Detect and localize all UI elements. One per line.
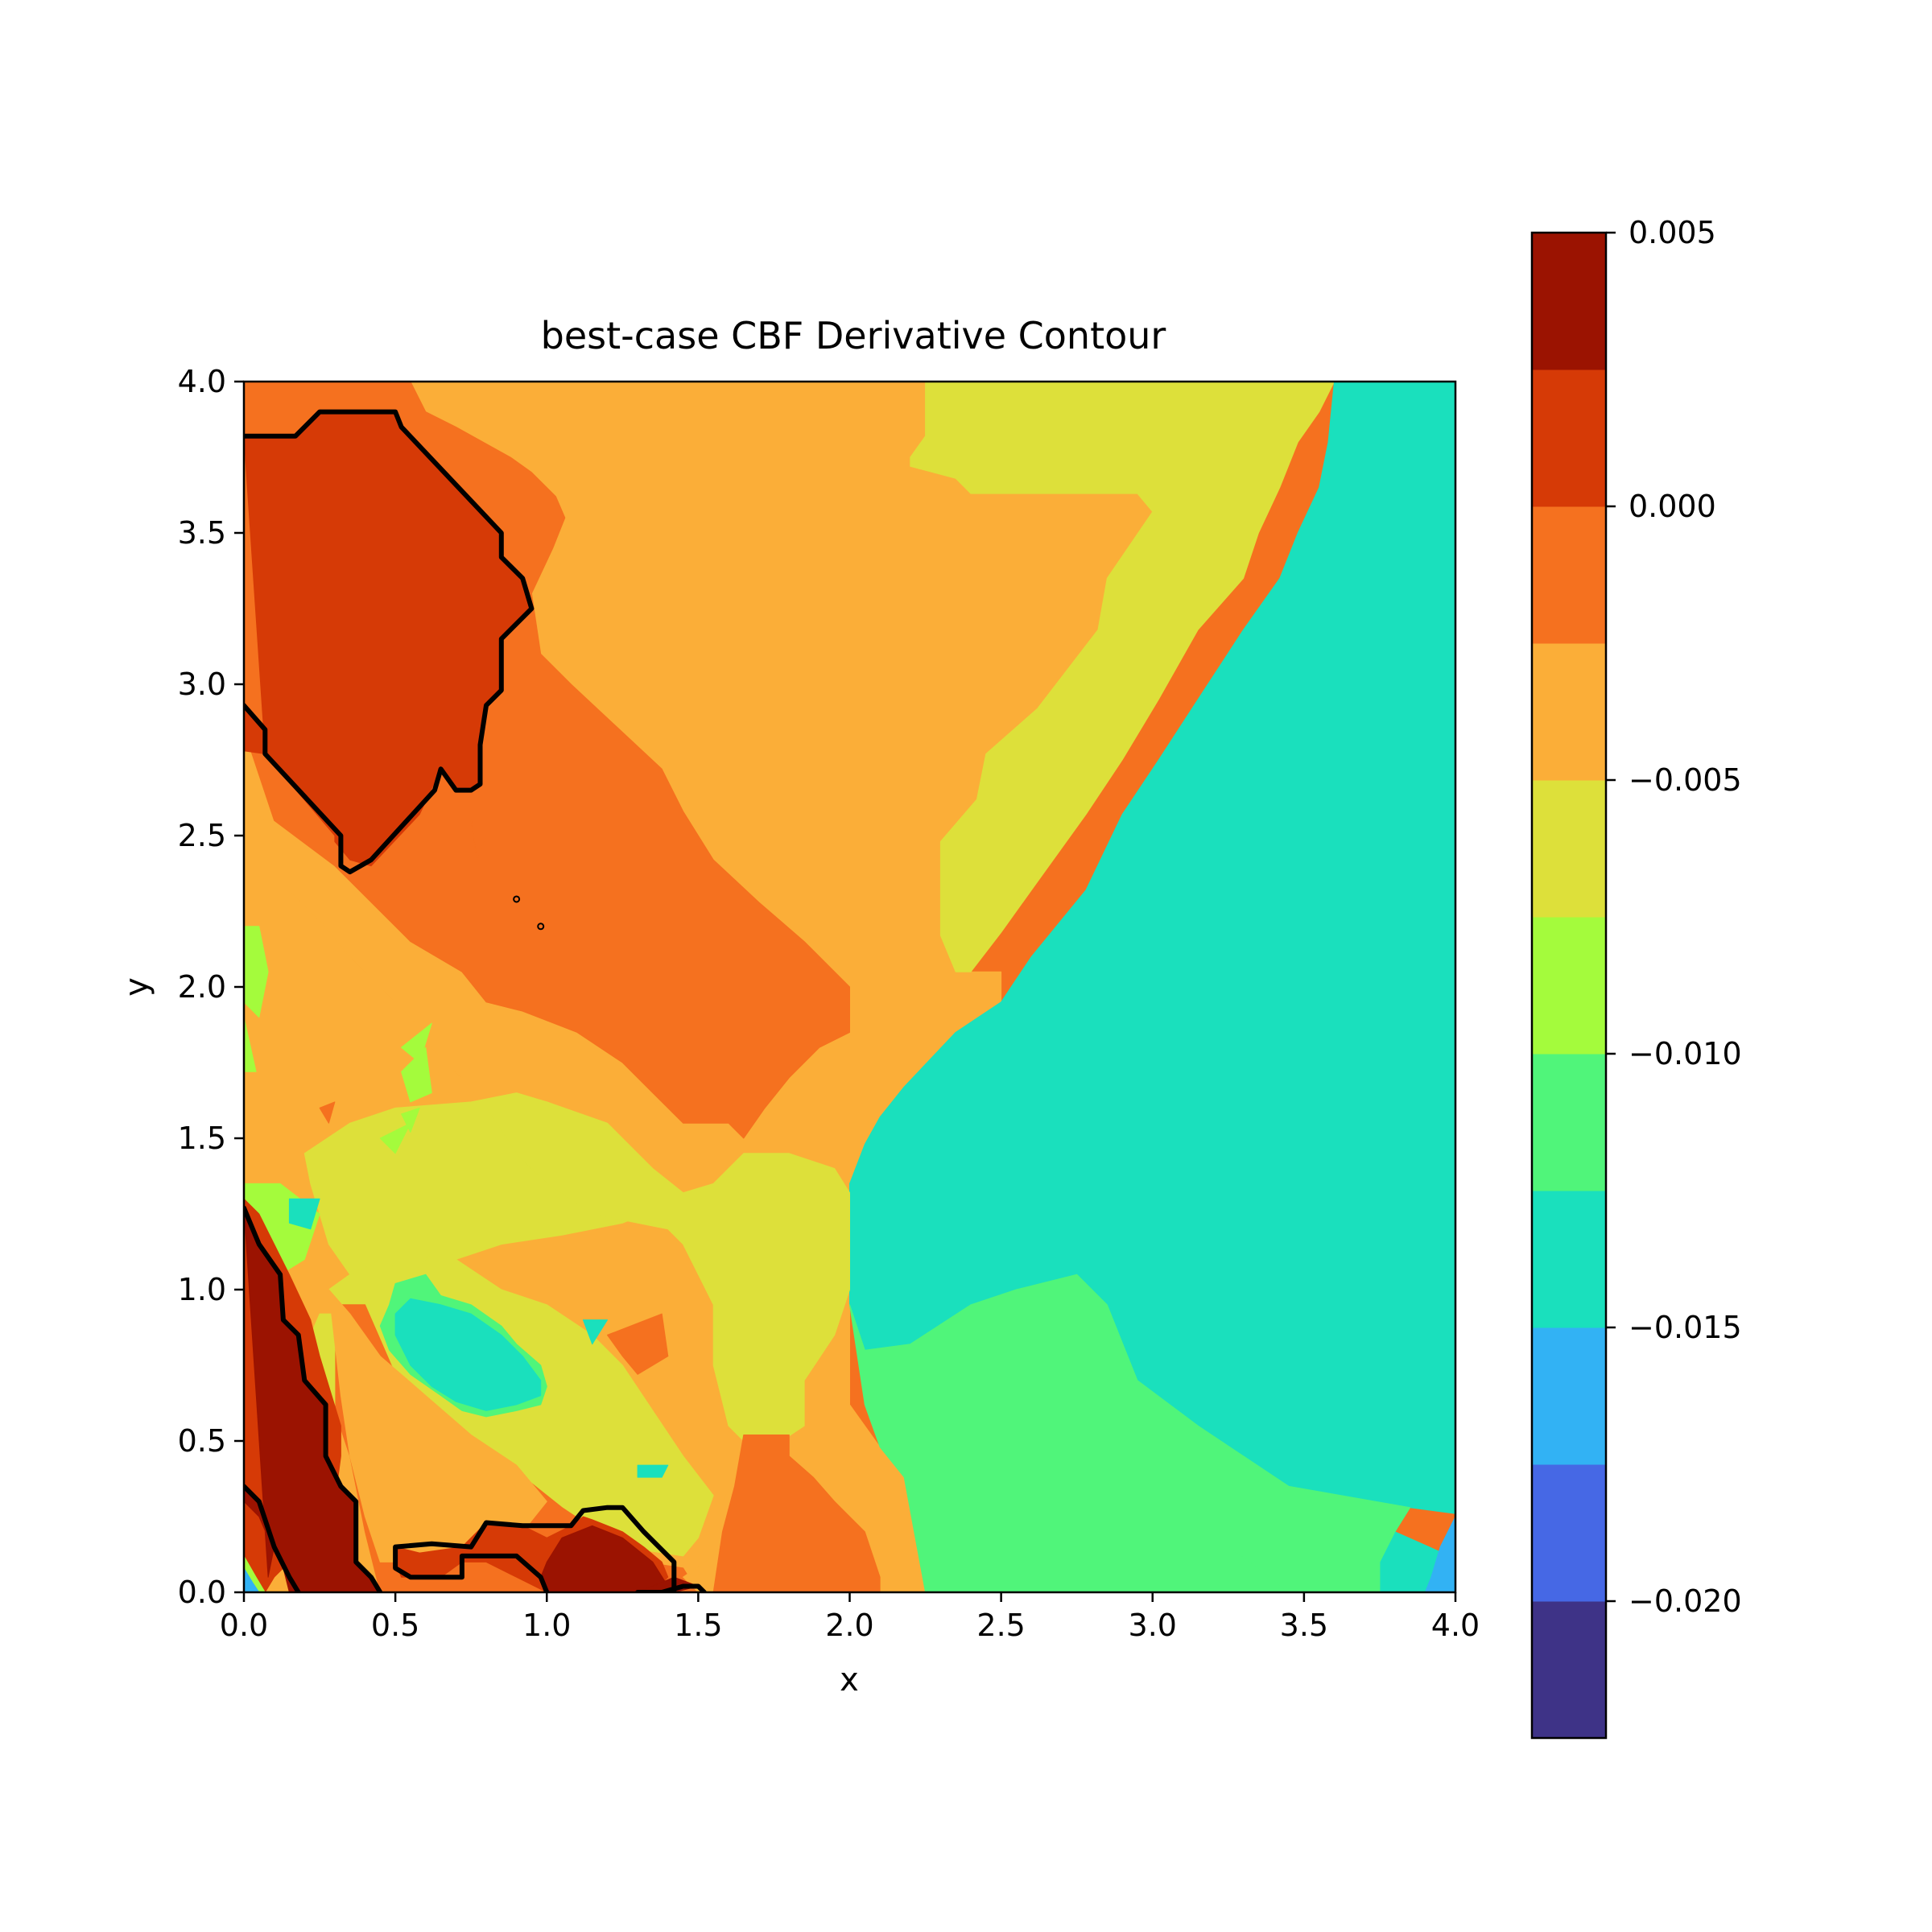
y-tick-label: 2.5 (178, 818, 226, 853)
zero-contour-line-0 (244, 409, 535, 875)
colorbar-tick-label: −0.005 (1629, 762, 1742, 798)
colorbar-tick-label: 0.000 (1629, 489, 1716, 524)
colorbar-band-1 (1532, 1464, 1606, 1602)
y-tick-label: 4.0 (178, 364, 226, 399)
contour-region-9 (244, 1017, 257, 1072)
colorbar-band-5 (1532, 917, 1606, 1055)
colorbar-band-10 (1532, 233, 1606, 370)
y-tick-label: 1.0 (178, 1272, 226, 1307)
x-tick-label: 3.0 (1129, 1608, 1177, 1643)
zero-contour-dot-1 (537, 923, 545, 931)
colorbar-tick-label: 0.005 (1629, 215, 1716, 250)
x-tick-label: 0.5 (371, 1608, 419, 1643)
colorbar-band-7 (1532, 643, 1606, 781)
y-tick-label: 0.5 (178, 1423, 226, 1459)
y-tick-label: 3.5 (178, 515, 226, 551)
colorbar-frame (1530, 231, 1608, 1740)
contour-region-1 (910, 382, 1335, 972)
colorbar: 0.005 0.000 −0.005 −0.010 −0.015 −0.020 (1530, 215, 1742, 1740)
colorbar-band-3 (1532, 1191, 1606, 1328)
zero-contour-layer (244, 409, 707, 1592)
contour-region-22 (394, 1298, 542, 1411)
x-axis-label: x (840, 1662, 859, 1699)
colorbar-band-2 (1532, 1327, 1606, 1465)
colorbar-band-6 (1532, 780, 1606, 918)
x-tick-label: 4.0 (1431, 1608, 1480, 1643)
contour-region-25 (637, 1464, 669, 1478)
contour-region-17 (485, 1101, 850, 1457)
plot-area (242, 380, 1457, 1594)
contour-region-12 (401, 1107, 420, 1133)
x-tick-label: 2.0 (825, 1608, 873, 1643)
contour-region-8 (244, 926, 269, 1018)
x-tick-label: 1.5 (674, 1608, 722, 1643)
y-axis-label: y (118, 977, 155, 997)
contour-region-3 (849, 1274, 1411, 1592)
contour-region-23 (582, 1319, 608, 1345)
y-tick-label: 3.0 (178, 667, 226, 702)
y-tick-label: 2.0 (178, 969, 226, 1005)
chart-title: best-case CBF Derivative Contour (541, 314, 1166, 357)
x-tick-label: 1.0 (522, 1608, 571, 1643)
contour-region-24 (607, 1313, 669, 1375)
colorbar-bands (1532, 233, 1606, 1739)
colorbar-band-4 (1532, 1054, 1606, 1191)
x-tick-label: 0.0 (220, 1608, 268, 1643)
contour-region-13 (319, 1101, 336, 1124)
colorbar-ticks: 0.005 0.000 −0.005 −0.010 −0.015 −0.020 (1606, 215, 1742, 1619)
contour-region-34 (244, 1567, 260, 1592)
colorbar-tick-label: −0.015 (1629, 1310, 1742, 1345)
y-tick-label: 0.0 (178, 1575, 226, 1610)
contour-region-14 (470, 819, 487, 861)
x-axis: 0.0 0.5 1.0 1.5 2.0 2.5 3.0 3.5 4.0 (220, 1592, 1480, 1643)
contour-fill-layer (244, 382, 1455, 1592)
zero-contour-line-1 (244, 1205, 383, 1592)
y-tick-label: 1.5 (178, 1121, 226, 1156)
y-axis: 0.0 0.5 1.0 1.5 2.0 2.5 3.0 3.5 4.0 (178, 364, 244, 1610)
colorbar-tick-label: −0.010 (1629, 1036, 1742, 1071)
colorbar-band-9 (1532, 369, 1606, 507)
contour-region-19 (288, 1198, 320, 1230)
zero-contour-dot-0 (513, 895, 521, 903)
colorbar-tick-label: −0.020 (1629, 1583, 1742, 1619)
x-tick-label: 2.5 (976, 1608, 1025, 1643)
contour-region-30 (712, 1435, 881, 1592)
colorbar-band-8 (1532, 506, 1606, 644)
contour-region-4 (1424, 1516, 1455, 1592)
x-tick-label: 3.5 (1280, 1608, 1328, 1643)
zero-contour-line-2 (244, 1484, 301, 1592)
zero-contour-line-3 (393, 1505, 677, 1592)
contour-region-15 (401, 1022, 432, 1063)
colorbar-band-0 (1532, 1601, 1606, 1739)
contour-region-16 (379, 1122, 411, 1154)
zero-contour-line-4 (635, 1583, 707, 1592)
